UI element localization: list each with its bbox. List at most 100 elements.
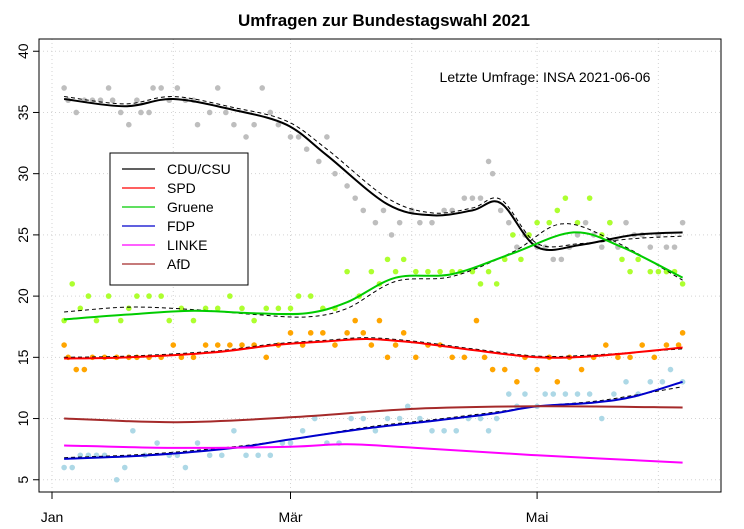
legend-label-afd: AfD [167,256,190,272]
data-point-fdp [372,427,379,434]
x-axis: Jan Mär Mai [41,492,548,525]
data-point-spd [263,354,270,361]
data-point-fdp [429,427,435,434]
data-point-gruene [295,293,302,299]
data-point-spd [392,342,399,348]
data-point-gruene [607,219,613,226]
data-point-spd [214,342,221,348]
trend-dashed-gruene [64,223,683,318]
data-point-fdp [623,379,629,385]
data-point-cducsu [316,158,322,165]
data-point-cducsu [489,170,496,177]
data-point-gruene [510,232,516,238]
trend-dashed-fdp [64,386,683,459]
trend-dashed-cducsu [64,95,683,248]
data-point-gruene [251,317,257,324]
data-point-fdp [218,452,225,459]
data-point-gruene [392,268,399,275]
data-point-cducsu [344,183,350,189]
data-point-gruene [425,268,431,275]
last-poll-annotation: Letzte Umfrage: INSA 2021-06-06 [440,69,651,85]
data-point-gruene [69,281,76,287]
data-point-spd [178,354,185,361]
data-point-fdp [417,415,423,422]
data-point-spd [239,342,245,348]
data-point-gruene [619,256,625,263]
data-point-cducsu [243,134,249,140]
data-point-cducsu [251,121,257,128]
data-point-fdp [69,464,76,471]
data-point-spd [639,342,645,348]
x-tick-label: Jan [41,509,64,525]
data-point-fdp [243,452,249,459]
data-point-cducsu [324,134,330,140]
data-point-cducsu [461,195,468,201]
data-point-gruene [134,293,140,299]
data-point-fdp [453,427,460,434]
data-point-gruene [105,293,112,299]
data-point-cducsu [429,219,435,226]
data-point-spd [73,366,80,373]
data-point-cducsu [223,109,229,116]
data-point-cducsu [117,109,124,116]
data-point-cducsu [267,109,274,116]
trend-lines [63,97,684,464]
data-point-spd [514,379,520,385]
data-point-fdp [299,427,306,434]
data-point-gruene [384,256,391,263]
data-point-fdp [194,440,201,446]
data-point-gruene [344,268,350,275]
y-tick-label: 10 [15,411,31,427]
trend-dashed-spd [64,337,683,358]
data-point-gruene [647,268,654,275]
data-point-cducsu [231,121,237,128]
data-point-cducsu [73,109,80,116]
data-point-spd [384,354,391,361]
data-point-cducsu [105,85,112,91]
data-point-cducsu [574,232,581,238]
y-tick-label: 30 [15,166,31,182]
data-point-gruene [485,268,492,275]
data-point-gruene [287,305,294,312]
trend-line-fdp [64,380,683,460]
trend-lines-dashed [64,95,683,459]
data-point-spd [320,330,326,336]
data-point-fdp [574,391,581,397]
data-point-cducsu [417,219,423,226]
legend: CDU/CSU SPD Gruene FDP LINKE AfD [109,152,249,286]
data-point-fdp [61,464,67,471]
legend-label-linke: LINKE [167,237,207,253]
data-point-cducsu [109,97,116,104]
data-point-cducsu [558,256,565,263]
data-point-spd [449,354,456,361]
data-point-spd [61,342,67,348]
data-point-cducsu [214,85,221,91]
data-point-spd [307,330,314,336]
data-point-fdp [255,452,261,459]
data-point-cducsu [287,134,294,140]
data-point-cducsu [469,195,476,201]
data-point-gruene [146,293,152,299]
data-point-gruene [501,256,508,263]
data-point-gruene [655,268,662,275]
data-point-spd [675,342,682,348]
grid-lines [39,39,721,492]
data-point-fdp [121,464,128,471]
y-tick-label: 5 [15,476,31,484]
data-point-spd [400,330,407,336]
data-point-fdp [485,427,492,434]
y-axis: 5 10 15 20 25 30 35 40 [15,43,39,484]
data-point-spd [287,330,294,336]
data-point-cducsu [396,219,403,226]
data-point-gruene [239,305,245,312]
data-point-spd [170,342,177,348]
data-point-fdp [647,379,654,385]
data-point-cducsu [441,207,447,214]
data-point-gruene [493,281,500,287]
data-point-spd [202,342,209,348]
data-point-fdp [231,427,237,434]
x-tick-label: Mär [278,509,302,525]
data-point-cducsu [388,232,395,238]
data-point-fdp [611,391,617,397]
trend-line-linke [64,443,683,464]
